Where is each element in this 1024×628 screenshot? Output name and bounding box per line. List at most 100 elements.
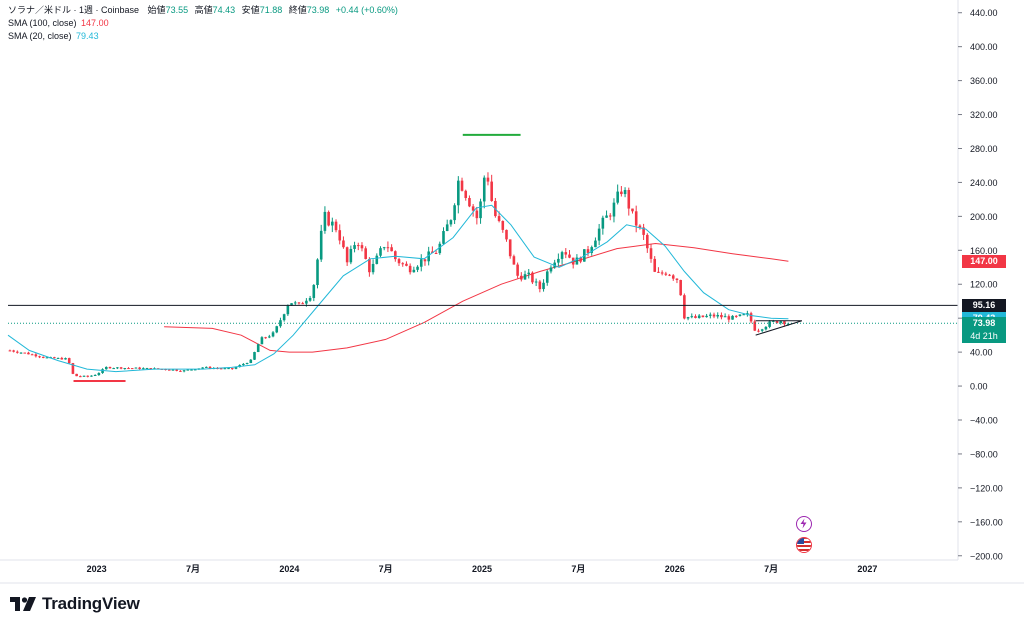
candle-body <box>79 376 82 378</box>
candle-body <box>760 329 764 331</box>
candle-body <box>601 217 605 229</box>
x-tick-label: 2027 <box>857 564 877 574</box>
sma100-label: SMA (100, close) <box>8 18 77 28</box>
candle-body <box>112 368 115 370</box>
candle-body <box>56 357 60 359</box>
candle-body <box>653 258 657 272</box>
y-tick-label: −40.00 <box>970 416 998 426</box>
candle-body <box>8 350 12 352</box>
candle-body <box>149 368 153 370</box>
candle-body <box>305 300 308 304</box>
sma20-label: SMA (20, close) <box>8 31 72 41</box>
candle-body <box>723 316 727 318</box>
candle-body <box>268 336 271 338</box>
candle-body <box>223 368 227 370</box>
candle-body <box>405 263 408 266</box>
lightning-icon[interactable] <box>796 516 812 532</box>
us-flag-icon[interactable] <box>796 537 812 553</box>
candle-body <box>397 259 401 264</box>
candle-body <box>590 247 594 253</box>
candle-body <box>423 259 427 262</box>
candle-body <box>134 367 138 369</box>
last-price-badge: 73.98 <box>962 316 1006 330</box>
candle-body <box>334 221 338 231</box>
candle-body <box>664 273 668 275</box>
sma100-price-badge: 147.00 <box>962 254 1006 268</box>
candle-body <box>712 314 716 317</box>
candle-body <box>464 190 468 199</box>
sma100-value: 147.00 <box>81 18 109 28</box>
candle-body <box>742 314 745 316</box>
candle-body <box>90 375 93 377</box>
sma20-layer <box>7 204 789 373</box>
candle-body <box>293 302 297 304</box>
candle-body <box>534 281 538 283</box>
candle-body <box>379 248 382 256</box>
drawings-layer[interactable] <box>8 133 958 382</box>
y-tick-label: 360.00 <box>970 76 998 86</box>
candle-body <box>182 370 186 372</box>
candle-body <box>445 224 449 232</box>
candle-body <box>138 367 141 369</box>
candle-body <box>308 297 312 301</box>
y-tick-label: 200.00 <box>970 212 998 222</box>
candle-body <box>679 280 682 296</box>
candle-body <box>171 369 175 371</box>
candle-body <box>338 230 342 241</box>
change-value: +0.44 (+0.60%) <box>335 5 398 15</box>
candle-body <box>649 248 653 259</box>
x-tick-label: 2025 <box>472 564 492 574</box>
tradingview-logo[interactable]: TradingView <box>10 594 140 614</box>
candle-body <box>634 211 638 226</box>
candle-body <box>720 314 723 318</box>
bar-countdown-badge: 4d 21h <box>962 329 1006 343</box>
candle-body <box>520 275 523 280</box>
candle-body <box>264 337 267 339</box>
candle-body <box>608 215 612 217</box>
candle-body <box>516 264 519 276</box>
candle-body <box>356 245 360 247</box>
candle-body <box>71 363 75 374</box>
y-tick-label: 280.00 <box>970 144 998 154</box>
candle-body <box>331 221 334 226</box>
candle-body <box>353 245 356 249</box>
x-tick-label: 2024 <box>279 564 299 574</box>
price-axis[interactable]: 440.00 400.00 360.00 320.00 280.00 240.00 200.… <box>957 0 1003 561</box>
candle-body <box>620 191 623 195</box>
candle-body <box>23 352 27 354</box>
y-tick-label: 320.00 <box>970 110 998 120</box>
candle-body <box>86 375 90 377</box>
candle-body <box>497 216 501 222</box>
time-axis[interactable]: 2023 7月 2024 7月 2025 7月 2026 7月 2027 <box>0 559 1024 584</box>
candle-body <box>253 352 256 360</box>
candle-body <box>127 368 130 370</box>
candle-body <box>749 313 753 322</box>
candle-body <box>764 326 768 330</box>
candle-body <box>312 285 316 298</box>
candle-body <box>175 369 178 371</box>
candle-body <box>701 315 705 318</box>
candle-body <box>279 320 282 327</box>
candle-body <box>482 177 486 202</box>
close-label: 終値 <box>288 5 307 15</box>
candle-body <box>427 251 430 262</box>
candle-body <box>642 227 645 235</box>
legend-main-row: ソラナ／米ドル · 1週 · Coinbase 始値73.55 高値74.43 … <box>8 4 398 17</box>
legend-sma100-row[interactable]: SMA (100, close) 147.00 <box>8 17 398 30</box>
candle-body <box>401 263 405 265</box>
candle-body <box>542 282 545 290</box>
candle-body <box>775 320 779 324</box>
candle-body <box>449 220 453 225</box>
candle-body <box>145 368 149 370</box>
candle-body <box>64 358 67 360</box>
candle-body <box>616 191 619 203</box>
legend-sma20-row[interactable]: SMA (20, close) 79.43 <box>8 30 398 43</box>
symbol-label[interactable]: ソラナ／米ドル · 1週 · Coinbase <box>8 5 140 15</box>
triangle-pattern <box>755 320 803 336</box>
candles-layer <box>8 172 790 378</box>
candle-body <box>605 215 608 218</box>
hline-price-badge: 95.16 <box>962 298 1006 312</box>
candle-body <box>457 180 460 206</box>
candle-body <box>646 234 649 249</box>
